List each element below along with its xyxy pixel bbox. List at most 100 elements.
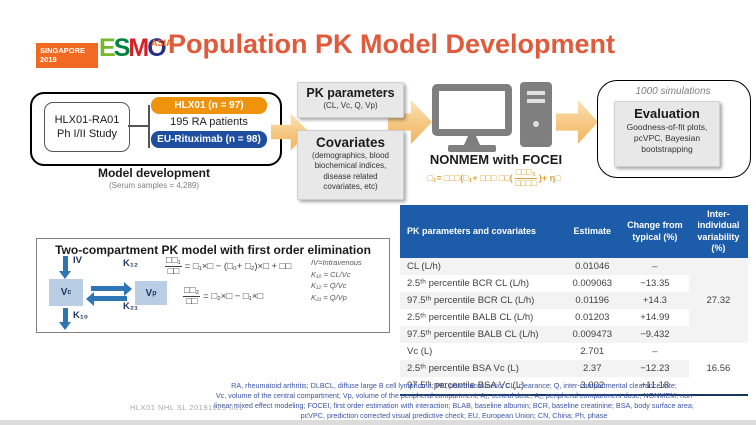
arm-hlx01-pill: HLX01 (n = 97) (151, 97, 267, 114)
cell-change: +11.18 (640, 380, 670, 391)
badge-line2: 2019 (40, 55, 57, 64)
panel-title: Two-compartment PK model with first orde… (55, 243, 371, 257)
equation-mid: □□□(□₁+ □□□ □□( (443, 173, 513, 184)
legend-line: IV=Intravenous (311, 258, 362, 267)
table-row: 2.5ᵗʰ percentile BALB CL (L/h) 0.01203 +… (400, 309, 748, 326)
cell-change: – (620, 258, 689, 275)
study-phase: Ph I/II Study (57, 128, 117, 140)
study-name: HLX01-RA01 (54, 113, 120, 126)
evaluation-group-box (597, 80, 751, 178)
flow-arrow-icon (556, 99, 598, 145)
table-header-row: PK parameters and covariates Estimate Ch… (400, 205, 748, 258)
column-header-estimate: Estimate (563, 205, 621, 258)
pk-results-table: PK parameters and covariates Estimate Ch… (400, 205, 748, 396)
cell-change: −12.23 (620, 360, 689, 377)
differential-equation-2: □□₂ □□ = □₂×□ − □₁×□ (183, 285, 264, 308)
k21-arrow-icon (86, 291, 127, 306)
cell-param: Vc (L) (407, 346, 433, 357)
k12-arrow-icon (91, 281, 132, 296)
vp-label: V (145, 287, 153, 299)
tower-slot (527, 99, 545, 103)
equation-fraction: □□₁ □□ (165, 255, 182, 278)
equation-rhs: = □₂×□ − □₁×□ (203, 291, 264, 303)
monitor-stand-icon (464, 136, 480, 145)
k10-label: K₁₀ (73, 310, 89, 321)
cell-param: 97.5ᵗʰ percentile BCR CL (L/h) (400, 292, 564, 309)
monitor-icon (432, 84, 512, 136)
patients-count: 195 RA patients (170, 116, 248, 128)
fraction-numerator: □□₂ (183, 285, 201, 298)
cell-change: −13.35 (640, 278, 670, 289)
abbreviations-footnote: RA, rheumatoid arthritis; DLBCL, diffuse… (158, 381, 750, 421)
fraction-denominator: □□ (185, 296, 198, 308)
cell-estimate: 0.01196 (563, 292, 621, 309)
tower-slot (527, 91, 545, 95)
nonmem-label: NONMEM with FOCEI (429, 152, 563, 167)
badge-line1: SINGAPORE (40, 46, 86, 55)
cell-variability-vc: 16.56 (688, 343, 748, 395)
cell-change: −9.432 (620, 326, 689, 343)
cell-param: 97.5ᵗʰ percentile BALB CL (L/h) (400, 326, 564, 343)
arm-rituximab-pill: EU-Rituximab (n = 98) (151, 131, 267, 148)
table-row: 97.5ᵗʰ percentile BSA Vc (L) 3.002 +11.1… (400, 377, 748, 395)
legend-line: K₂₁ = Q/Vp (311, 292, 347, 302)
footnote-line: pcVPC, prediction corrected visual predi… (300, 410, 608, 420)
monitor-screen (439, 91, 505, 129)
simulations-note: 1000 simulations (635, 86, 711, 97)
footnote-line: linear mixed effect modeling; FOCEI, fir… (214, 400, 694, 410)
vc-sub: c (67, 289, 72, 296)
vc-label: V (60, 287, 68, 298)
table-row: 97.5ᵗʰ percentile BALB CL (L/h) 0.009473… (400, 326, 748, 343)
table-row: CL (L/h) 0.01046 – 27.32 (400, 258, 748, 343)
cell-param: CL (L/h) (400, 258, 564, 275)
column-header-parameters: PK parameters and covariates (400, 205, 564, 258)
equation-lhs: □₁= (427, 173, 442, 184)
covariates-list: (demographics, blood biochemical indices… (312, 151, 389, 192)
pk-parameters-list: (CL, Vc, Q, Vp) (323, 101, 378, 110)
cell-estimate: 2.701 (580, 346, 605, 357)
model-development-caption: Model development (97, 166, 210, 180)
esmo-logo: ESMO (99, 34, 167, 63)
cell-estimate: 0.01046 (563, 258, 621, 275)
computer-tower-icon (520, 82, 552, 147)
equation-tail: )+ η□ (538, 173, 561, 184)
footnote-line: Vc, volume of the central compartment; V… (215, 390, 693, 400)
fraction-denominator: □□□□ (514, 177, 537, 188)
bottom-edge-strip (0, 420, 756, 425)
table-row: 97.5ᵗʰ percentile BCR CL (L/h) 0.01196 +… (400, 292, 748, 309)
nonmem-equation: □₁= □□□(□₁+ □□□ □□( □□□₁ □□□□ )+ η□ (404, 167, 584, 189)
vp-sub: p (152, 289, 157, 297)
esmo-singapore-badge: SINGAPORE 2019 (36, 43, 98, 68)
evaluation-title: Evaluation (634, 106, 700, 121)
cell-param: 97.5ᵗʰ percentile BSA Vc (L) (407, 380, 525, 391)
esmo-letter-o: O (147, 34, 167, 62)
column-header-change: Change from typical (%) (620, 205, 689, 258)
cell-param: 2.5ᵗʰ percentile BSA Vc (L) (400, 360, 564, 377)
footnote-line: RA, rheumatoid arthritis; DLBCL, diffuse… (231, 381, 677, 390)
cell-estimate: 2.37 (563, 360, 621, 377)
column-header-variability: Inter-individual variability (%) (688, 205, 748, 258)
equation-fraction: □□□₁ □□□□ (514, 167, 537, 189)
rate-constant-legend: IV=Intravenous K₁₀ = CL/Vc K₁₂ = Q/Vc K₂… (311, 257, 362, 304)
serum-samples-note: (Serum samples = 4,289) (108, 181, 200, 190)
page-title: Population PK Model Development (168, 29, 616, 59)
k12-label: K₁₂ (123, 258, 139, 269)
evaluation-methods: Goodness-of-fit plots, pcVPC, Bayesian b… (626, 122, 708, 155)
fraction-denominator: □□ (167, 266, 180, 278)
connector-line (148, 105, 150, 148)
legend-line: K₁₂ = Q/Vc (311, 281, 347, 291)
cell-change: – (652, 346, 658, 357)
esmo-letter-e: E (99, 34, 116, 62)
evaluation-box: Evaluation Goodness-of-fit plots, pcVPC,… (614, 101, 720, 167)
cell-estimate: 0.01203 (575, 312, 610, 323)
fraction-numerator: □□₁ (165, 255, 182, 268)
table-row: Vc (L) 2.701 – 16.56 (400, 343, 748, 395)
differential-equation-1: □□₁ □□ = □₁×□ − (□₀+ □₂)×□ + □□ (165, 255, 291, 278)
cell-param: 2.5ᵗʰ percentile BALB CL (L/h) (407, 312, 534, 323)
esmo-letter-s: S (113, 34, 131, 62)
connector-line (128, 125, 149, 127)
cell-change: +14.3 (620, 292, 689, 309)
